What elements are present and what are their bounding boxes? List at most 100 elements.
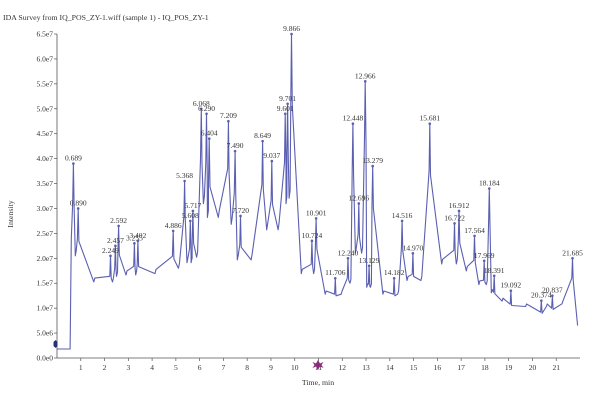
peak-label: 13.129 <box>359 256 380 265</box>
y-axis-threshold-marker[interactable] <box>53 340 58 348</box>
peak-point <box>363 80 367 83</box>
chart-title: IDA Survey from IQ_POS_ZY-1.wiff (sample… <box>3 13 209 22</box>
peak-point <box>457 209 461 213</box>
peak-label: 5.608 <box>182 211 199 220</box>
peak-point <box>487 187 491 190</box>
peak-label: 9.601 <box>277 104 294 113</box>
peak-label: 11.706 <box>325 268 346 277</box>
peak-label: 19.092 <box>501 281 522 290</box>
peak-label: 15.681 <box>419 114 440 123</box>
peak-label: 21.685 <box>562 248 583 257</box>
peak-label: 12.966 <box>355 71 376 80</box>
peak-point <box>133 242 136 245</box>
x-tick-label: 21 <box>552 363 560 372</box>
peak-point <box>310 239 314 243</box>
y-axis: 0.0e0 5.0e6 1.0e7 1.5e7 2.0e7 2.5e7 3.0e7 3.5e7… <box>37 30 58 363</box>
x-tick-label: 13 <box>362 363 370 372</box>
peak-point <box>227 119 230 123</box>
peak-point <box>189 219 192 223</box>
peak-label: 20.374 <box>531 291 552 300</box>
peak-point <box>76 207 80 210</box>
peak-point <box>239 214 242 218</box>
peak-point <box>136 239 140 243</box>
peak-label: 6.404 <box>201 129 218 138</box>
x-tick-label: 2 <box>103 363 107 372</box>
peak-label: 10.724 <box>302 231 323 240</box>
peak-label: 12.448 <box>343 114 364 123</box>
peak-point <box>117 224 120 228</box>
y-tick-label: 5.0e7 <box>37 104 54 113</box>
peak-point <box>371 164 374 168</box>
peak-label: 6.290 <box>198 104 215 113</box>
peak-label: 14.182 <box>384 268 405 277</box>
peak-point <box>290 32 293 36</box>
peak-point <box>333 276 337 280</box>
x-tick-label: 12 <box>339 363 347 372</box>
peak-label: 8.649 <box>254 131 271 140</box>
peak-label: 16.722 <box>444 213 465 222</box>
peak-point <box>540 299 543 302</box>
peak-label: 20.837 <box>542 286 563 295</box>
peak-point <box>492 274 496 278</box>
peak-label: 5.368 <box>176 171 193 180</box>
x-tick-label: 5 <box>174 363 178 372</box>
peak-label: 18.184 <box>479 179 500 188</box>
peak-label: 0.890 <box>70 198 87 207</box>
peak-label: 14.970 <box>403 243 424 252</box>
peak-label: 12.240 <box>338 248 359 257</box>
peak-point <box>428 122 432 126</box>
peak-label: 7.209 <box>220 111 237 120</box>
x-axis-title: Time, min <box>302 378 334 387</box>
y-axis-title: Intensity <box>6 200 15 227</box>
peak-label: 9.701 <box>279 94 296 103</box>
peak-point <box>509 289 513 293</box>
x-tick-label: 6 <box>198 363 202 372</box>
peak-label: 10.901 <box>306 208 327 217</box>
y-tick-label: 0.0e0 <box>37 354 54 363</box>
x-tick-label: 18 <box>481 363 489 372</box>
x-tick-label: 7 <box>222 363 226 372</box>
peak-point <box>114 244 117 248</box>
peak-point <box>351 122 355 126</box>
y-tick-label: 3.5e7 <box>37 179 54 188</box>
y-tick-label: 2.5e7 <box>37 229 54 238</box>
peak-point <box>400 219 404 223</box>
peak-point <box>367 264 371 268</box>
peak-point <box>207 137 211 140</box>
markers <box>53 340 324 370</box>
x-tick-label: 17 <box>457 363 465 372</box>
peak-point <box>183 179 186 183</box>
peak-label: 2.249 <box>102 246 119 255</box>
y-tick-label: 1.0e7 <box>37 304 54 313</box>
peak-label: 16.912 <box>449 201 470 210</box>
x-tick-label: 20 <box>529 363 537 372</box>
peak-point <box>286 102 289 106</box>
y-tick-label: 2.0e7 <box>37 254 54 263</box>
peak-point <box>233 149 237 153</box>
y-tick-label: 1.5e7 <box>37 279 54 288</box>
peak-point <box>261 139 264 143</box>
peak-point <box>109 254 112 258</box>
peak-label: 9.037 <box>263 151 280 160</box>
peak-point <box>357 202 361 205</box>
x-tick-label: 15 <box>410 363 418 372</box>
y-tick-label: 4.5e7 <box>37 129 54 138</box>
peak-point <box>191 209 195 213</box>
peak-label: 9.866 <box>283 24 300 33</box>
x-axis-time-marker[interactable] <box>312 360 324 370</box>
peak-label: 5.717 <box>184 201 201 210</box>
peak-label: 7.490 <box>227 141 244 150</box>
y-tick-label: 6.0e7 <box>37 54 54 63</box>
peak-label: 2.592 <box>110 216 127 225</box>
x-tick-label: 4 <box>150 363 154 372</box>
peak-label: 7.720 <box>232 206 249 215</box>
peak-point <box>411 252 415 255</box>
x-tick-label: 3 <box>126 363 130 372</box>
x-tick-label: 1 <box>79 363 83 372</box>
y-tick-label: 6.5e7 <box>37 30 54 39</box>
x-tick-label: 19 <box>505 363 513 372</box>
peak-point <box>453 222 456 225</box>
peak-point <box>72 162 75 165</box>
peak-label: 13.279 <box>362 156 383 165</box>
